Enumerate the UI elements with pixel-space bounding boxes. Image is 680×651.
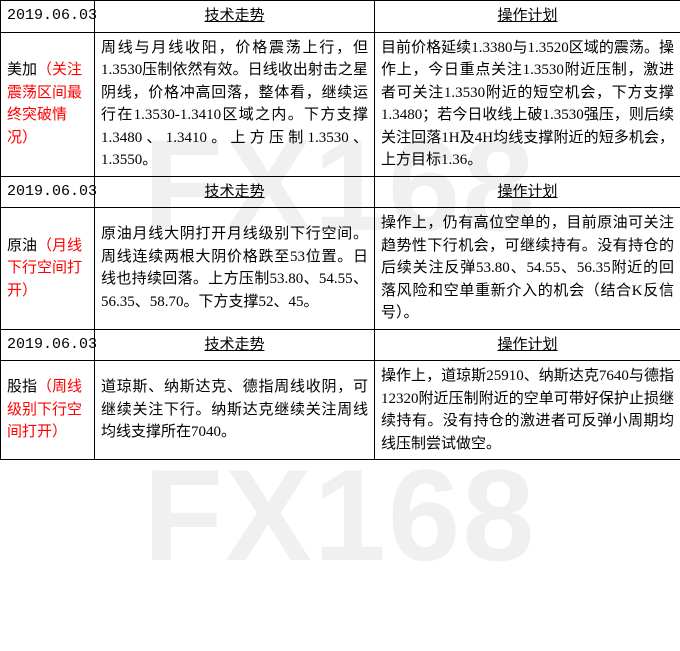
instrument-name: 股指 bbox=[7, 379, 37, 395]
trend-header: 技术走势 bbox=[95, 329, 375, 361]
trend-content: 周线与月线收阳，价格震荡上行，但1.3530压制依然有效。日线收出射击之星阴线，… bbox=[95, 32, 375, 176]
date-cell: 2019.06.03 bbox=[1, 1, 95, 33]
trend-header: 技术走势 bbox=[95, 1, 375, 33]
plan-header: 操作计划 bbox=[375, 329, 680, 361]
plan-content: 操作上，仍有高位空单的，目前原油可关注趋势性下行机会，可继续持有。没有持仓的后续… bbox=[375, 208, 680, 330]
analysis-table: 2019.06.03 技术走势 操作计划 美加（关注震荡区间最终突破情况） 周线… bbox=[0, 0, 680, 460]
instrument-label: 原油（月线下行空间打开） bbox=[1, 208, 95, 330]
trend-content: 原油月线大阴打开月线级别下行空间。周线连续两根大阴价格跌至53位置。日线也持续回… bbox=[95, 208, 375, 330]
trend-header: 技术走势 bbox=[95, 176, 375, 208]
instrument-label: 美加（关注震荡区间最终突破情况） bbox=[1, 32, 95, 176]
plan-content: 操作上，道琼斯25910、纳斯达克7640与德指12320附近压制附近的空单可带… bbox=[375, 361, 680, 460]
watermark-2: FX168 bbox=[143, 440, 536, 590]
date-cell: 2019.06.03 bbox=[1, 329, 95, 361]
plan-header: 操作计划 bbox=[375, 1, 680, 33]
instrument-name: 美加 bbox=[7, 62, 37, 78]
instrument-label: 股指（周线级别下行空间打开） bbox=[1, 361, 95, 460]
plan-header: 操作计划 bbox=[375, 176, 680, 208]
date-cell: 2019.06.03 bbox=[1, 176, 95, 208]
instrument-name: 原油 bbox=[7, 238, 37, 254]
plan-content: 目前价格延续1.3380与1.3520区域的震荡。操作上，今日重点关注1.353… bbox=[375, 32, 680, 176]
trend-content: 道琼斯、纳斯达克、德指周线收阴，可继续关注下行。纳斯达克继续关注周线均线支撑所在… bbox=[95, 361, 375, 460]
